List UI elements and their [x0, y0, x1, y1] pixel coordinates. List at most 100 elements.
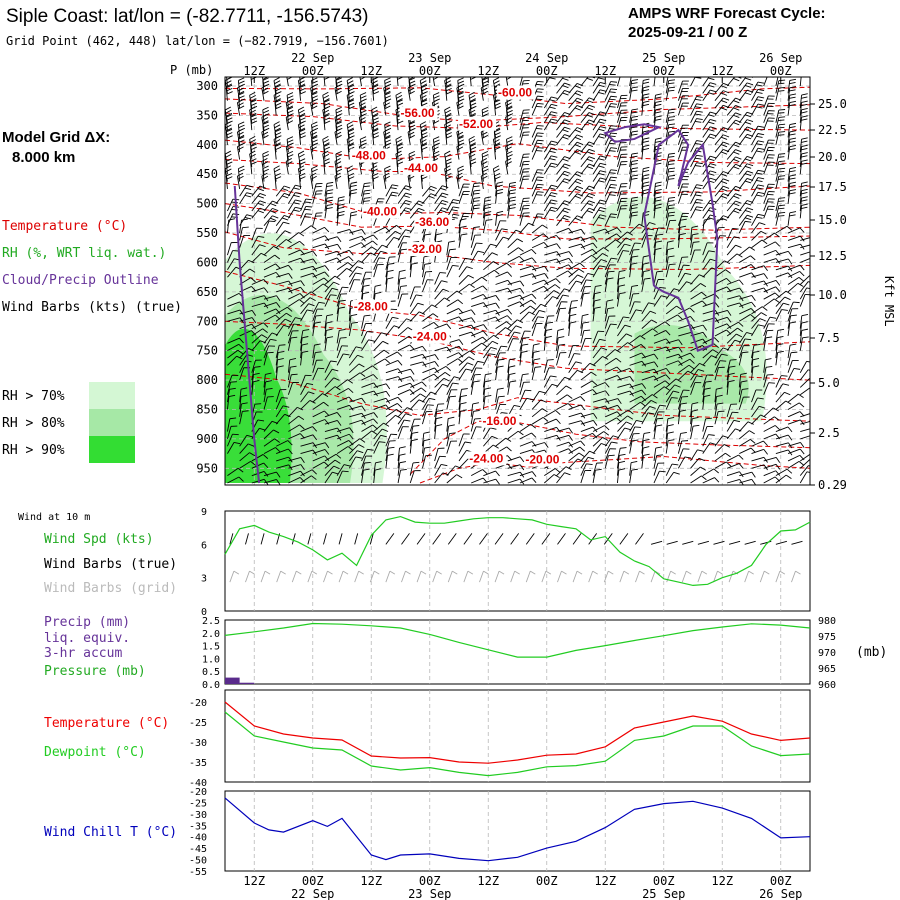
wind-barb-feather [610, 95, 618, 98]
pressure-label: Pressure (mb) [44, 664, 146, 679]
wind-barb-feather [710, 163, 717, 166]
wind-barb-staff [397, 426, 403, 440]
wind-barb-feather [274, 84, 281, 89]
wind-barb-feather [568, 264, 573, 270]
wind-barb-staff [702, 381, 706, 395]
wind-barb-staff [251, 360, 256, 373]
grid-wind-barb-feather [249, 570, 255, 575]
wind-barb-feather [722, 149, 730, 153]
wind-barb-feather [631, 75, 637, 76]
wind-speed-line [224, 515, 811, 587]
wind-barb-staff [641, 190, 644, 204]
wind-barb-staff [568, 420, 582, 425]
wind-barb-staff [482, 212, 486, 226]
wind-barb-feather [237, 102, 244, 107]
wind-barb-feather [549, 143, 556, 146]
wind-barb-staff [763, 337, 767, 351]
wind-barb-staff [251, 381, 254, 395]
wind-barb-feather [757, 81, 765, 84]
wind-barb-feather [588, 141, 596, 145]
temperature-contour [225, 182, 810, 231]
wind-barb-feather [506, 136, 513, 140]
wind-barb-feather [710, 89, 717, 93]
wind-barb-feather [668, 130, 676, 133]
wind-barb-staff [335, 77, 338, 87]
wind-barb-staff [568, 134, 578, 146]
wind-barb-feather [506, 105, 513, 110]
wind-barb-staff [409, 419, 415, 432]
wind-barb-feather [517, 319, 524, 324]
wind-barb-feather [289, 358, 297, 361]
wind-barb-staff [322, 109, 326, 123]
wind-barb-staff [519, 345, 523, 359]
wind-barb-staff [568, 178, 578, 190]
wind-barb-feather [593, 413, 598, 419]
wind-barb-feather [735, 193, 742, 197]
wind-barb-feather [708, 121, 715, 125]
wind-barb-staff [677, 456, 686, 469]
wind-barb-staff [373, 462, 376, 476]
wind-barb-feather [274, 128, 281, 133]
grid-wind-barb-feather [670, 570, 676, 575]
wind-barb-feather [244, 216, 252, 220]
wind-barb-staff [385, 434, 392, 447]
windchill-line [224, 797, 811, 862]
wind-barb-feather [446, 74, 452, 77]
wind-barb-feather [696, 206, 703, 209]
wind-barb-feather [451, 209, 458, 212]
wind-barb-staff [300, 337, 303, 351]
wind-barb-staff [690, 418, 693, 432]
wind-barb-feather [642, 147, 650, 151]
wind-barb-feather [655, 140, 662, 143]
wind-barb-feather [225, 165, 232, 170]
precip-bar [239, 682, 255, 684]
wind-barb-staff [580, 426, 594, 432]
grid-wind-barb [557, 570, 562, 583]
wind-barb-feather [643, 446, 650, 449]
wind-barb-feather [641, 389, 647, 396]
wind-barb-staff [702, 301, 716, 307]
wind-barb-feather [535, 91, 543, 93]
wind-barb-feather [304, 201, 311, 204]
wind-barb-feather [372, 135, 380, 139]
wind-barb-feather [360, 120, 367, 125]
wind-barb-staff [605, 357, 617, 366]
wind-barb-feather [505, 143, 512, 148]
wind-barb-staff [458, 411, 461, 425]
wind-barb-staff [519, 477, 533, 484]
wind-barb-staff [507, 198, 511, 212]
wind-barb-feather [509, 189, 517, 192]
wind-barb-staff [507, 238, 518, 249]
bottom-time-label: 12Z [243, 874, 265, 888]
wind-barb-feather [799, 419, 805, 426]
wind-barb-staff [397, 455, 400, 469]
wind-barb-feather [652, 328, 658, 333]
wind-barb-feather [789, 148, 796, 151]
wind-barb-feather [440, 209, 447, 213]
wind-barb-staff [556, 403, 569, 410]
wind-barb-feather [339, 329, 346, 331]
wind-barb-feather [630, 460, 638, 464]
wind-barb-feather [360, 242, 366, 248]
wind-barb-staff [726, 339, 736, 351]
wind-barb-staff [227, 317, 241, 322]
wind-barb-staff [324, 243, 338, 249]
wind-barb-staff [470, 426, 477, 440]
wind-barb-feather [396, 153, 403, 158]
wind-barb-staff [604, 257, 612, 270]
wind-barb-feather [456, 172, 463, 177]
wind-barb-feather [756, 150, 763, 153]
wind-barb-feather [276, 479, 281, 485]
wind-barb-staff [227, 242, 232, 256]
wind-barb-feather [530, 299, 537, 305]
wind-barb-staff [787, 212, 791, 226]
wind-barb-staff [263, 254, 276, 263]
wind-barb-feather [236, 355, 243, 360]
wind-barb-feather [305, 213, 313, 215]
wind-barb-feather [356, 266, 364, 270]
wind-barb-staff [349, 405, 362, 410]
wind-barb-feather [574, 195, 582, 199]
wind-barb-staff [653, 425, 657, 439]
wind-barb-staff [580, 432, 593, 440]
wind-barb-feather [484, 380, 492, 383]
